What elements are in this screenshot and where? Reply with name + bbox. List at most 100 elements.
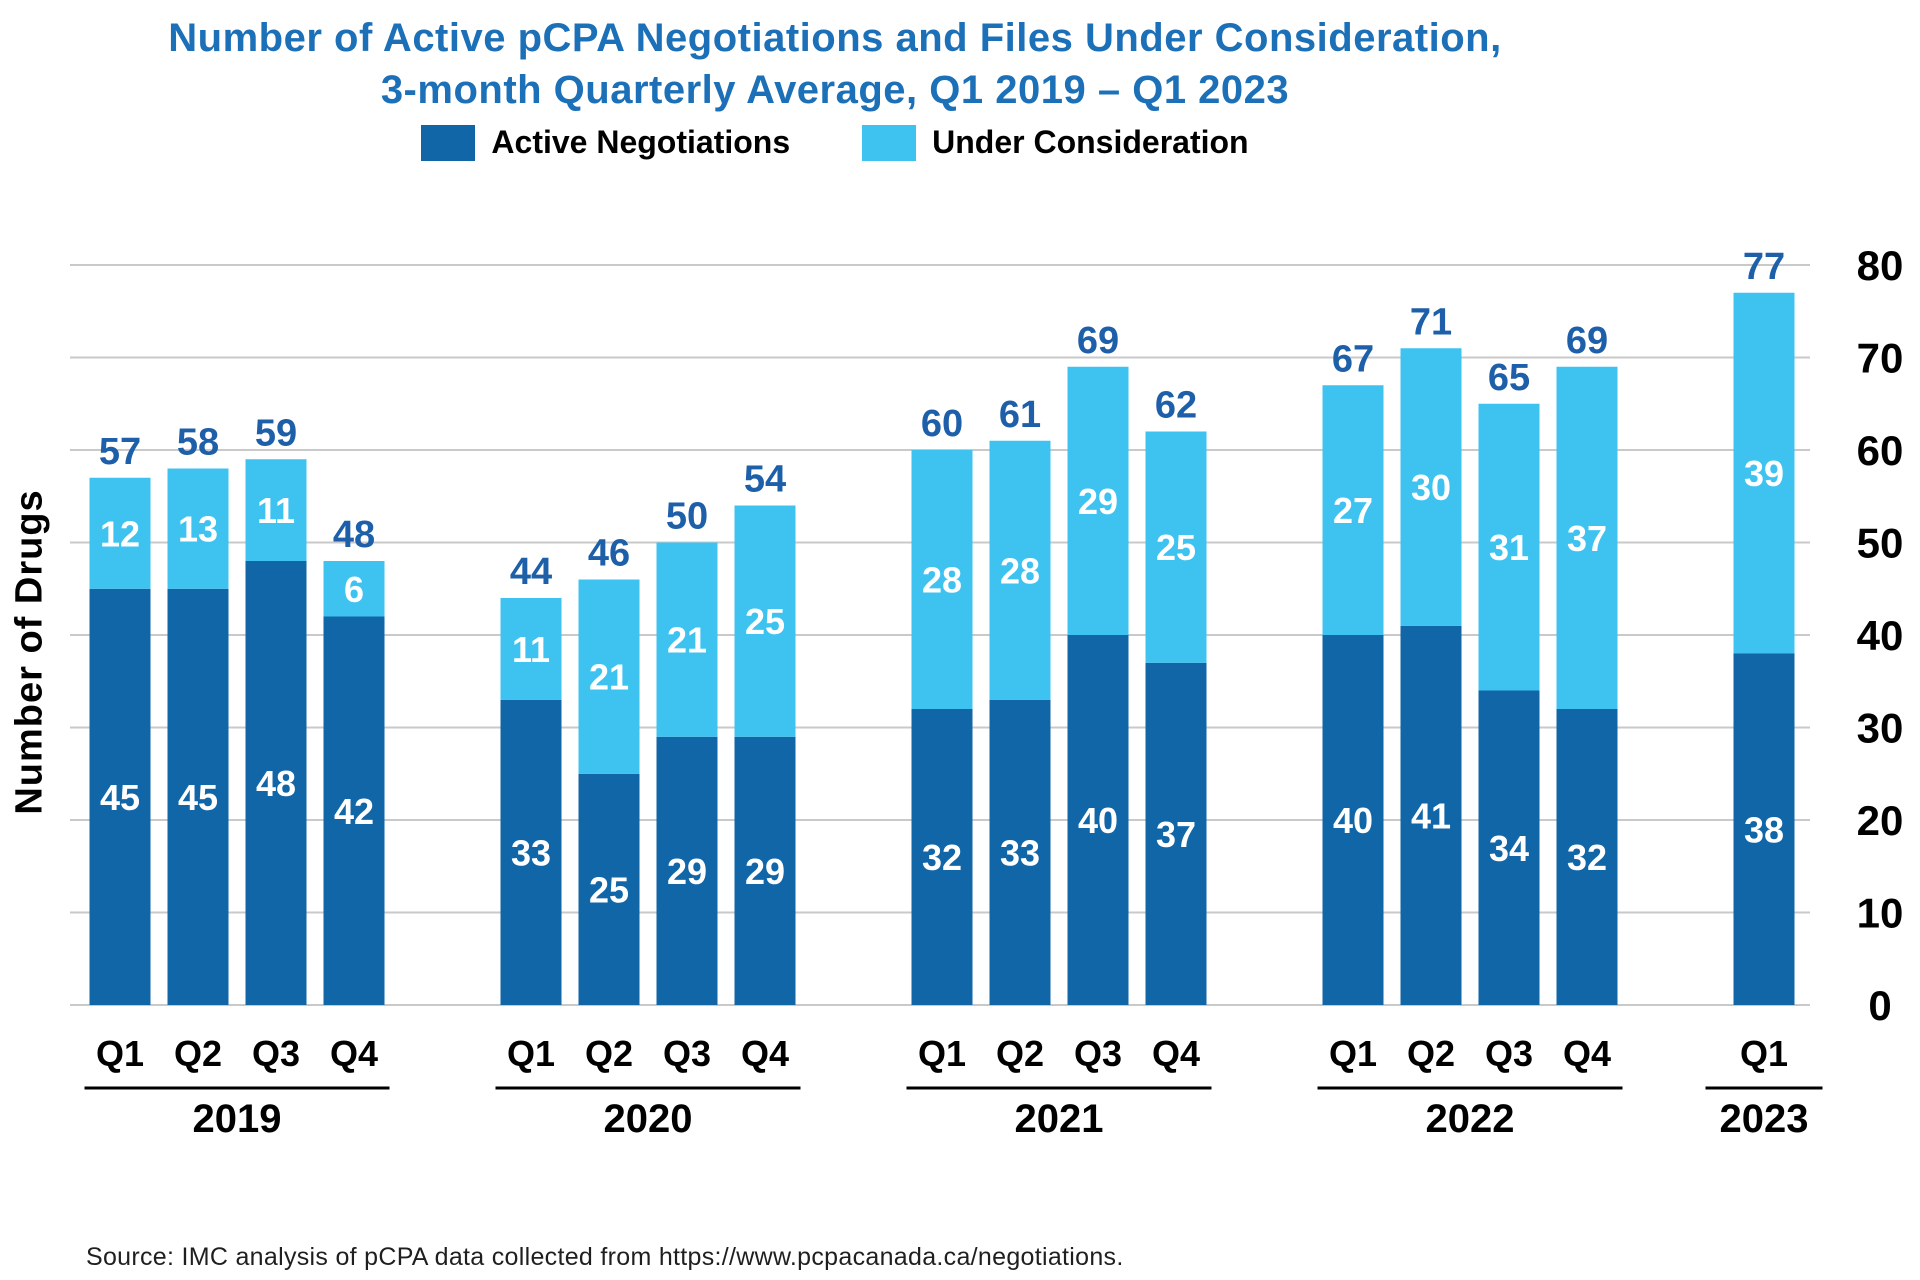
total-label: 58 xyxy=(177,422,219,464)
under-value-label: 28 xyxy=(1000,550,1040,591)
total-label: 67 xyxy=(1332,338,1374,380)
under-value-label: 11 xyxy=(257,490,295,531)
bar-segment-under xyxy=(1400,348,1462,626)
x-axis-quarter-label: Q1 xyxy=(1329,1033,1377,1074)
bar-segment-active xyxy=(167,588,229,1005)
active-value-label: 32 xyxy=(1567,837,1607,878)
total-label: 71 xyxy=(1410,301,1452,343)
total-label: 77 xyxy=(1743,246,1785,288)
active-value-label: 34 xyxy=(1489,828,1529,869)
active-value-label: 40 xyxy=(1078,800,1118,841)
chart-title-line1: Number of Active pCPA Negotiations and F… xyxy=(168,16,1502,60)
total-label: 69 xyxy=(1077,320,1119,362)
year-label: 2019 xyxy=(193,1097,282,1141)
bar-segment-under xyxy=(656,542,718,737)
x-axis-quarter-label: Q1 xyxy=(1740,1033,1788,1074)
chart-title-line2: 3-month Quarterly Average, Q1 2019 – Q1 … xyxy=(380,68,1290,112)
total-label: 65 xyxy=(1488,357,1530,399)
bar-segment-active xyxy=(323,616,385,1005)
y-axis-tick-label: 20 xyxy=(1857,797,1904,844)
under-value-label: 21 xyxy=(667,620,707,661)
bar-segment-under xyxy=(1322,385,1384,635)
under-value-label: 13 xyxy=(178,509,218,550)
x-axis-quarter-label: Q3 xyxy=(1074,1033,1122,1074)
total-label: 44 xyxy=(510,551,552,593)
legend-swatch-active xyxy=(421,124,476,161)
y-axis-tick-label: 60 xyxy=(1857,427,1904,474)
legend-label-under: Under Consideration xyxy=(932,124,1249,160)
x-axis-quarter-label: Q1 xyxy=(918,1033,966,1074)
bar-segment-active xyxy=(734,736,796,1005)
bar-segment-under xyxy=(1067,366,1129,635)
bar-segment-under xyxy=(245,459,307,561)
y-axis-tick-label: 50 xyxy=(1857,520,1904,567)
under-value-label: 11 xyxy=(512,629,550,670)
total-label: 60 xyxy=(921,403,963,445)
active-value-label: 41 xyxy=(1411,795,1451,836)
under-value-label: 37 xyxy=(1567,518,1607,559)
total-label: 59 xyxy=(255,412,297,454)
y-axis-tick-label: 0 xyxy=(1868,982,1891,1029)
legend-swatch-under xyxy=(862,124,917,161)
bar-segment-active xyxy=(1733,653,1795,1005)
legend-item-active-negotiations: Active Negotiations xyxy=(421,124,790,161)
x-axis-quarter-label: Q3 xyxy=(663,1033,711,1074)
active-value-label: 33 xyxy=(1000,832,1040,873)
active-value-label: 38 xyxy=(1744,809,1784,850)
under-value-label: 27 xyxy=(1333,490,1373,531)
legend-label-active: Active Negotiations xyxy=(491,124,791,160)
year-label: 2020 xyxy=(604,1097,693,1141)
y-axis-tick-label: 10 xyxy=(1857,890,1904,937)
bar-segment-under xyxy=(989,440,1051,700)
under-value-label: 31 xyxy=(1489,527,1529,568)
active-value-label: 29 xyxy=(667,851,707,892)
total-label: 48 xyxy=(333,514,375,556)
legend-swatch-active-rect xyxy=(421,124,476,161)
x-axis-quarter-label: Q2 xyxy=(996,1033,1044,1074)
active-value-label: 45 xyxy=(178,777,218,818)
y-axis-tick-label: 70 xyxy=(1857,335,1904,382)
active-value-label: 37 xyxy=(1156,814,1196,855)
under-value-label: 39 xyxy=(1744,453,1784,494)
x-axis-quarter-label: Q4 xyxy=(1152,1033,1200,1074)
bar-segment-under xyxy=(89,477,151,589)
bar-segment-under xyxy=(1478,403,1540,691)
active-value-label: 40 xyxy=(1333,800,1373,841)
chart-title: Number of Active pCPA Negotiations and F… xyxy=(0,12,1670,116)
x-axis-quarter-label: Q1 xyxy=(507,1033,555,1074)
x-axis-quarter-label: Q4 xyxy=(330,1033,378,1074)
y-axis-tick-label: 30 xyxy=(1857,705,1904,752)
x-axis-quarter-label: Q3 xyxy=(1485,1033,1533,1074)
bar-segment-under xyxy=(1733,292,1795,654)
bar-segment-active xyxy=(656,736,718,1005)
active-value-label: 45 xyxy=(100,777,140,818)
total-label: 50 xyxy=(666,496,708,538)
under-value-label: 29 xyxy=(1078,481,1118,522)
total-label: 57 xyxy=(99,431,141,473)
total-label: 54 xyxy=(744,459,786,501)
under-value-label: 12 xyxy=(100,513,140,554)
x-axis-quarter-label: Q2 xyxy=(585,1033,633,1074)
total-label: 61 xyxy=(999,394,1041,436)
bar-segment-under xyxy=(167,468,229,589)
total-label: 69 xyxy=(1566,320,1608,362)
active-value-label: 42 xyxy=(334,791,374,832)
x-axis-quarter-label: Q2 xyxy=(1407,1033,1455,1074)
bar-segment-active xyxy=(1478,690,1540,1005)
total-label: 46 xyxy=(588,533,630,575)
bar-segment-under xyxy=(1145,431,1207,663)
bar-segment-active xyxy=(89,588,151,1005)
y-axis-tick-label: 40 xyxy=(1857,612,1904,659)
total-label: 62 xyxy=(1155,385,1197,427)
x-axis-quarter-label: Q4 xyxy=(1563,1033,1611,1074)
legend-item-under-consideration: Under Consideration xyxy=(862,124,1249,161)
x-axis-quarter-label: Q2 xyxy=(174,1033,222,1074)
bar-segment-under xyxy=(734,505,796,737)
active-value-label: 29 xyxy=(745,851,785,892)
bar-segment-active xyxy=(911,709,973,1005)
bar-segment-active xyxy=(1556,709,1618,1005)
bar-segment-active xyxy=(1400,625,1462,1005)
bar-segment-under xyxy=(911,450,973,709)
